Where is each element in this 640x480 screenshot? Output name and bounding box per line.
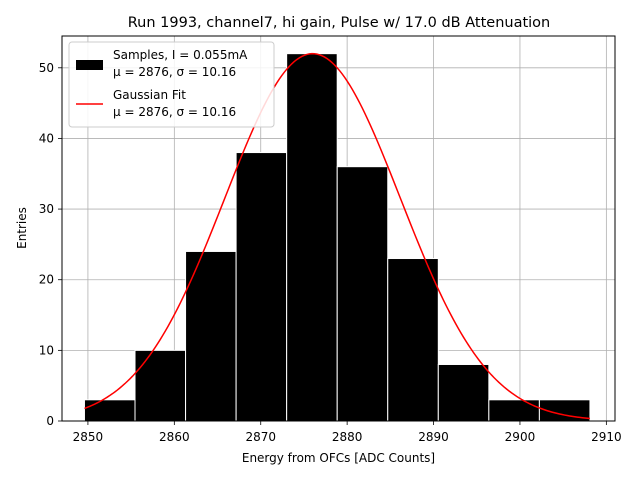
x-tick-label: 2850	[73, 430, 104, 444]
gaussian-fit-curve	[84, 52, 591, 420]
histogram-bar	[387, 258, 439, 422]
x-tick-label: 2910	[591, 430, 622, 444]
y-tick-label: 50	[39, 61, 54, 75]
y-tick-label: 20	[39, 273, 54, 287]
y-tick-label: 0	[46, 414, 54, 428]
legend: Samples, I = 0.055mA μ = 2876, σ = 10.16…	[68, 41, 275, 128]
y-tick-label: 30	[39, 202, 54, 216]
histogram-bar	[488, 399, 540, 422]
histogram-bar	[286, 53, 338, 422]
x-tick-label: 2890	[418, 430, 449, 444]
chart-title: Run 1993, channel7, hi gain, Pulse w/ 17…	[128, 15, 551, 31]
legend-stats-fit: μ = 2876, σ = 10.16	[113, 105, 236, 119]
histogram-bar	[437, 363, 490, 422]
legend-stats-samples: μ = 2876, σ = 10.16	[113, 65, 236, 79]
x-tick-label: 2860	[159, 430, 190, 444]
axes-frame	[61, 35, 616, 422]
x-tick-label: 2870	[245, 430, 276, 444]
y-tick-label: 10	[39, 343, 54, 357]
legend-label-samples: Samples, I = 0.055mA	[113, 48, 248, 62]
x-axis-ticks: 2850 2860 2870 2880 2890 2900 2910	[73, 421, 622, 444]
legend-box	[68, 41, 275, 128]
x-tick-label: 2900	[505, 430, 536, 444]
legend-label-fit: Gaussian Fit	[113, 88, 186, 102]
histogram-bar	[134, 349, 187, 422]
legend-swatch-samples	[76, 60, 103, 70]
histogram-bar	[235, 152, 288, 422]
histogram-bar	[336, 166, 389, 422]
y-axis-label: Entries	[15, 207, 29, 249]
histogram-bar	[83, 399, 136, 422]
x-axis-label: Energy from OFCs [ADC Counts]	[242, 451, 435, 465]
y-tick-label: 40	[39, 131, 54, 145]
histogram-bars	[83, 53, 591, 422]
y-axis-ticks: 0 10 20 30 40 50	[39, 61, 62, 428]
x-tick-label: 2880	[332, 430, 363, 444]
